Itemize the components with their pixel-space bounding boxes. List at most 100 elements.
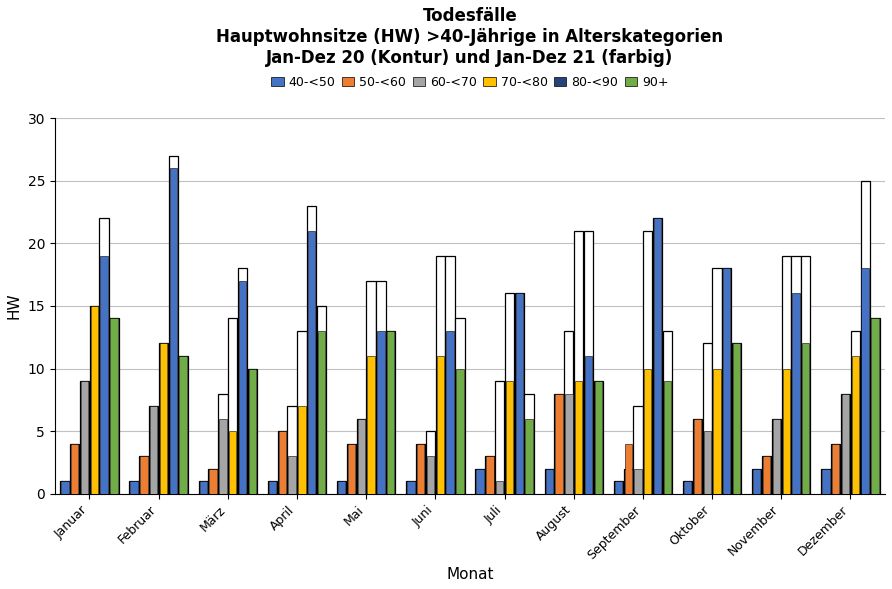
Bar: [347, 444, 356, 494]
Bar: [615, 481, 622, 494]
Bar: [219, 419, 227, 494]
Bar: [456, 369, 464, 494]
Bar: [505, 293, 514, 494]
Bar: [644, 369, 651, 494]
Bar: [585, 356, 592, 494]
Bar: [871, 319, 880, 494]
Bar: [376, 281, 385, 494]
Bar: [297, 331, 307, 494]
Bar: [801, 256, 811, 494]
Bar: [357, 419, 366, 494]
Bar: [832, 444, 839, 494]
Bar: [862, 269, 869, 494]
Bar: [624, 469, 632, 494]
Bar: [101, 256, 108, 494]
Bar: [753, 469, 761, 494]
Bar: [318, 331, 326, 494]
Bar: [792, 293, 799, 494]
Bar: [169, 155, 178, 494]
Bar: [249, 369, 256, 494]
Bar: [486, 456, 493, 494]
Bar: [515, 293, 524, 494]
Bar: [278, 431, 286, 494]
Bar: [129, 481, 139, 494]
Bar: [654, 219, 661, 494]
Bar: [653, 219, 662, 494]
Bar: [200, 481, 207, 494]
Bar: [516, 293, 523, 494]
Bar: [298, 406, 306, 494]
Bar: [139, 456, 149, 494]
Bar: [842, 393, 849, 494]
Bar: [713, 269, 722, 494]
Bar: [733, 343, 740, 494]
Bar: [852, 356, 859, 494]
Bar: [495, 381, 504, 494]
Bar: [238, 269, 247, 494]
Bar: [417, 444, 425, 494]
Bar: [406, 481, 416, 494]
Bar: [337, 481, 346, 494]
Bar: [566, 393, 573, 494]
Bar: [831, 444, 840, 494]
Bar: [111, 319, 118, 494]
Bar: [476, 469, 483, 494]
Bar: [781, 256, 791, 494]
Bar: [822, 469, 830, 494]
Bar: [684, 481, 691, 494]
Bar: [772, 419, 781, 494]
Bar: [100, 219, 109, 494]
X-axis label: Monat: Monat: [446, 567, 493, 582]
Bar: [416, 444, 425, 494]
Bar: [228, 319, 237, 494]
Bar: [407, 481, 415, 494]
Bar: [802, 343, 809, 494]
Bar: [178, 356, 188, 494]
Bar: [426, 456, 434, 494]
Bar: [564, 331, 574, 494]
Bar: [723, 269, 731, 494]
Bar: [782, 369, 789, 494]
Bar: [268, 481, 277, 494]
Bar: [556, 393, 563, 494]
Bar: [663, 331, 672, 494]
Bar: [435, 256, 445, 494]
Bar: [703, 343, 712, 494]
Bar: [475, 469, 484, 494]
Bar: [693, 419, 702, 494]
Bar: [545, 469, 554, 494]
Bar: [546, 469, 553, 494]
Bar: [130, 481, 137, 494]
Bar: [704, 431, 711, 494]
Bar: [791, 256, 801, 494]
Bar: [763, 456, 771, 494]
Bar: [445, 256, 455, 494]
Bar: [485, 456, 494, 494]
Bar: [149, 406, 159, 494]
Bar: [446, 331, 454, 494]
Bar: [140, 456, 147, 494]
Bar: [61, 481, 70, 494]
Bar: [425, 431, 435, 494]
Bar: [358, 419, 365, 494]
Bar: [752, 469, 762, 494]
Bar: [861, 181, 870, 494]
Bar: [624, 444, 632, 494]
Bar: [268, 481, 277, 494]
Bar: [524, 393, 533, 494]
Bar: [239, 281, 246, 494]
Bar: [694, 419, 701, 494]
Bar: [575, 381, 582, 494]
Bar: [367, 281, 376, 494]
Bar: [210, 469, 217, 494]
Bar: [288, 456, 296, 494]
Bar: [110, 319, 119, 494]
Bar: [583, 231, 593, 494]
Bar: [643, 231, 652, 494]
Y-axis label: HW: HW: [7, 293, 22, 319]
Bar: [683, 481, 692, 494]
Bar: [219, 393, 227, 494]
Bar: [307, 206, 317, 494]
Bar: [199, 481, 208, 494]
Bar: [633, 406, 642, 494]
